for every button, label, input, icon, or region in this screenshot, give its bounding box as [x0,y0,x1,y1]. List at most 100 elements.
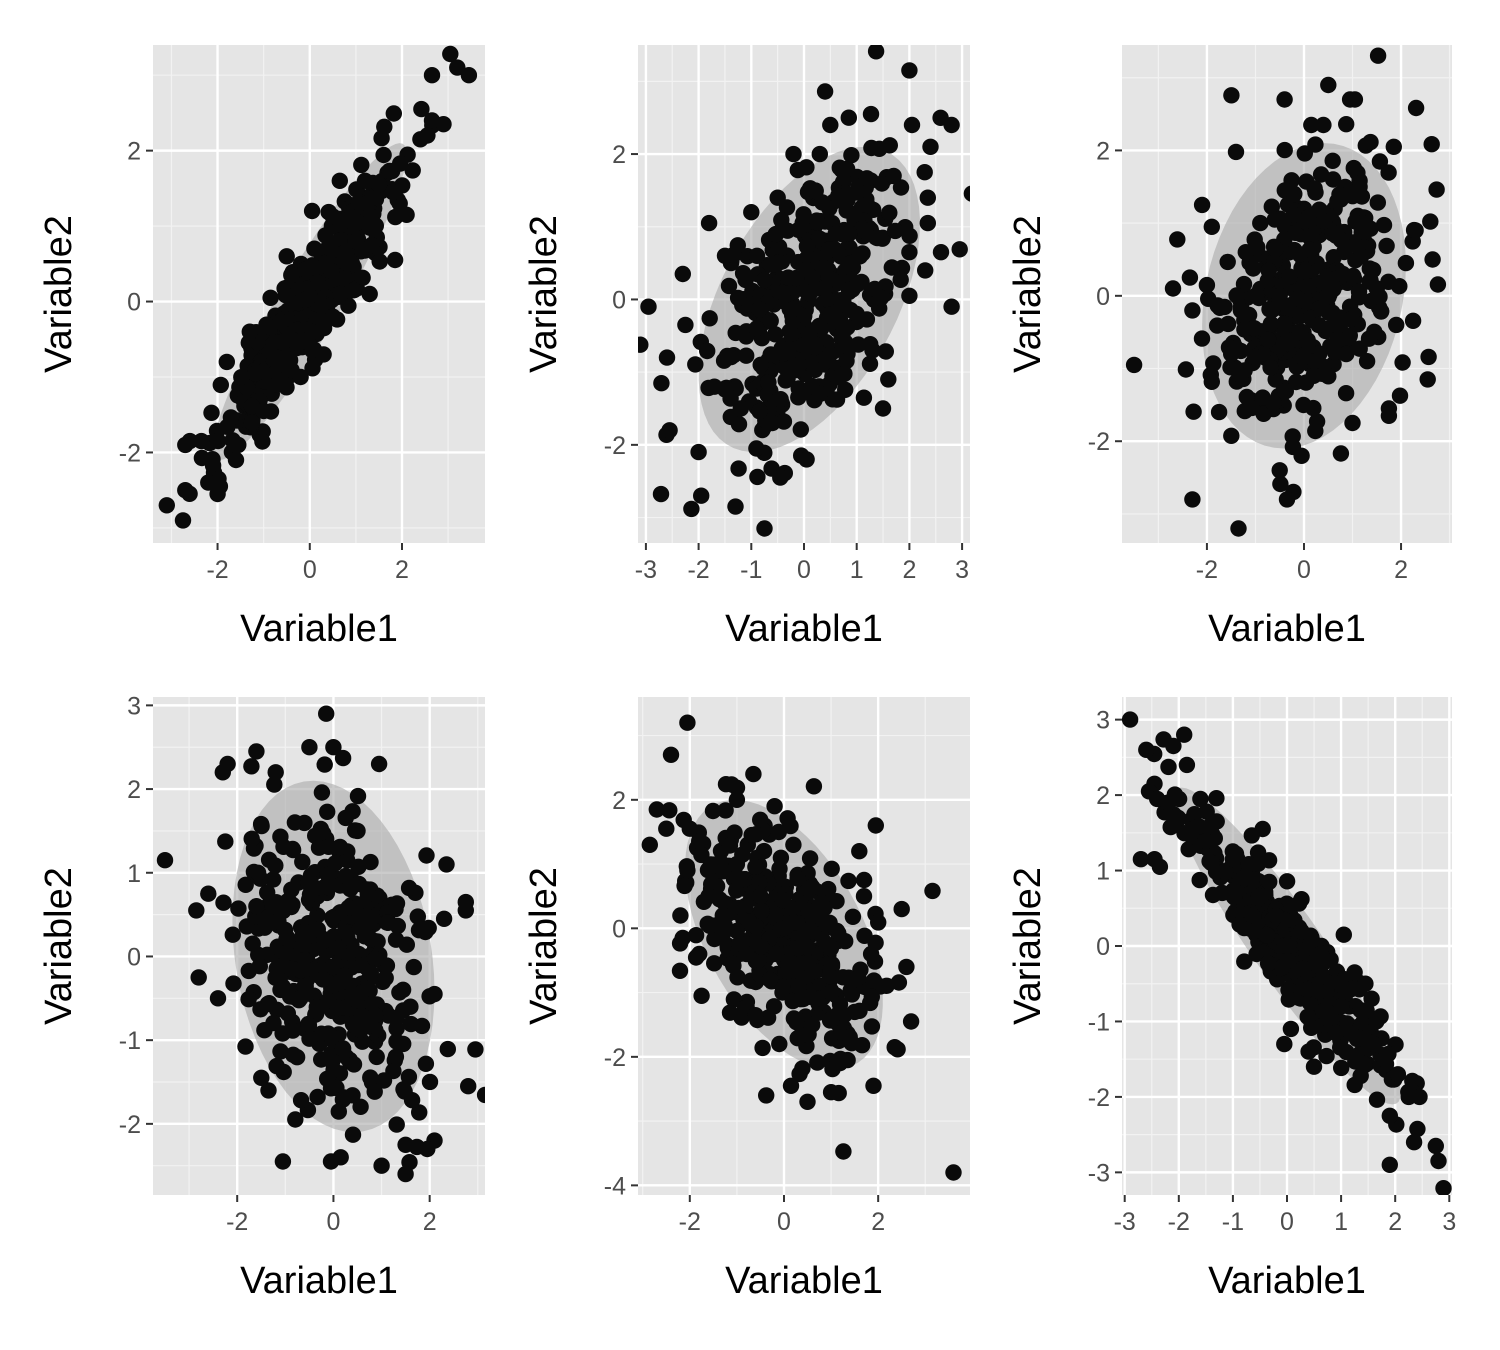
x-tick-label: -2 [1196,556,1218,584]
y-axis-title: Variable2 [38,867,80,1025]
data-point [311,311,329,328]
data-point [277,287,294,304]
data-point [1286,185,1303,203]
x-tick-label: 1 [850,556,864,584]
data-point [260,1082,277,1099]
data-point [272,828,289,845]
data-point [193,432,210,450]
data-point [1368,1091,1386,1108]
data-point [794,1060,811,1077]
data-point [303,202,321,220]
y-tick-label: 0 [127,289,141,317]
data-point [674,929,691,947]
data-point [397,1165,414,1183]
data-point [304,323,321,341]
data-point [1358,353,1376,370]
x-axis-title: Variable1 [1208,1260,1366,1302]
data-point [367,950,384,968]
data-point [1223,427,1240,444]
data-point [1423,136,1440,153]
data-point [1176,726,1193,743]
x-tick-label: 2 [1394,556,1408,584]
data-point [1369,47,1387,64]
panels-container: -2 0 2 -2 0 2 Variable1 Variable2 -3 -2 -1 0 1 2 3 -2 0 2… [38,45,1456,1302]
data-point [362,1069,379,1086]
data-point [1169,231,1186,248]
x-axis-title: Variable1 [1208,608,1366,650]
data-point [747,1007,764,1024]
data-point [1369,194,1387,211]
data-point [1327,1024,1344,1042]
data-point [272,1043,289,1060]
data-point [325,739,342,756]
y-tick-label: 3 [1096,707,1110,735]
data-point [274,1153,292,1170]
data-point [1208,790,1225,807]
y-axis-title: Variable2 [1007,867,1049,1025]
data-point [769,189,786,206]
data-point [265,871,282,888]
data-point [765,998,783,1015]
y-tick-label: -2 [604,432,626,460]
data-point [943,116,960,134]
data-point [388,895,406,912]
data-point [700,888,717,905]
data-point [1178,756,1196,774]
data-point [768,225,785,243]
data-point [1184,491,1201,508]
data-point [1268,907,1285,924]
data-point [1276,315,1293,332]
data-point [284,840,301,858]
data-point [785,300,802,318]
data-point [774,892,792,909]
data-point [821,914,838,931]
data-point [1232,302,1250,319]
data-point [218,353,235,371]
data-point [1181,269,1199,286]
data-point [1404,312,1422,329]
data-point [279,1005,296,1022]
data-point [1208,813,1225,830]
data-point [203,404,220,421]
data-point [902,1013,920,1030]
data-point [1289,290,1306,307]
data-point [813,894,830,911]
data-point [864,342,881,359]
data-point [1160,758,1177,776]
points-group [638,45,970,537]
data-point [370,176,388,193]
data-point [334,749,352,767]
data-point [375,1072,393,1089]
data-point [336,967,353,984]
x-tick-label: -1 [740,556,762,584]
data-point [830,187,847,204]
data-point [728,855,746,873]
data-point [1391,387,1409,404]
data-point [190,969,207,986]
chart-panel-2: -3 -2 -1 0 1 2 3 -2 0 2 Variable1 Variable2 [523,45,970,650]
data-point [801,325,818,343]
data-point [945,1164,962,1181]
data-point [822,1084,840,1101]
data-point [1246,922,1263,940]
data-point [177,482,194,499]
data-point [370,755,388,773]
data-point [419,127,436,144]
data-point [789,870,806,887]
data-point [1281,268,1298,285]
data-point [361,214,378,231]
x-tick-label: -2 [206,556,228,584]
data-point [880,371,897,388]
data-point [375,146,392,164]
data-point [1299,278,1317,295]
data-point [349,822,366,840]
data-point [295,936,312,953]
data-point [661,422,678,439]
x-tick-label: 2 [871,1208,885,1236]
data-point [724,955,741,972]
data-point [391,984,408,1001]
data-point [308,998,325,1016]
y-tick-label: 2 [1096,137,1110,165]
data-point [1272,475,1289,493]
data-point [862,945,880,963]
